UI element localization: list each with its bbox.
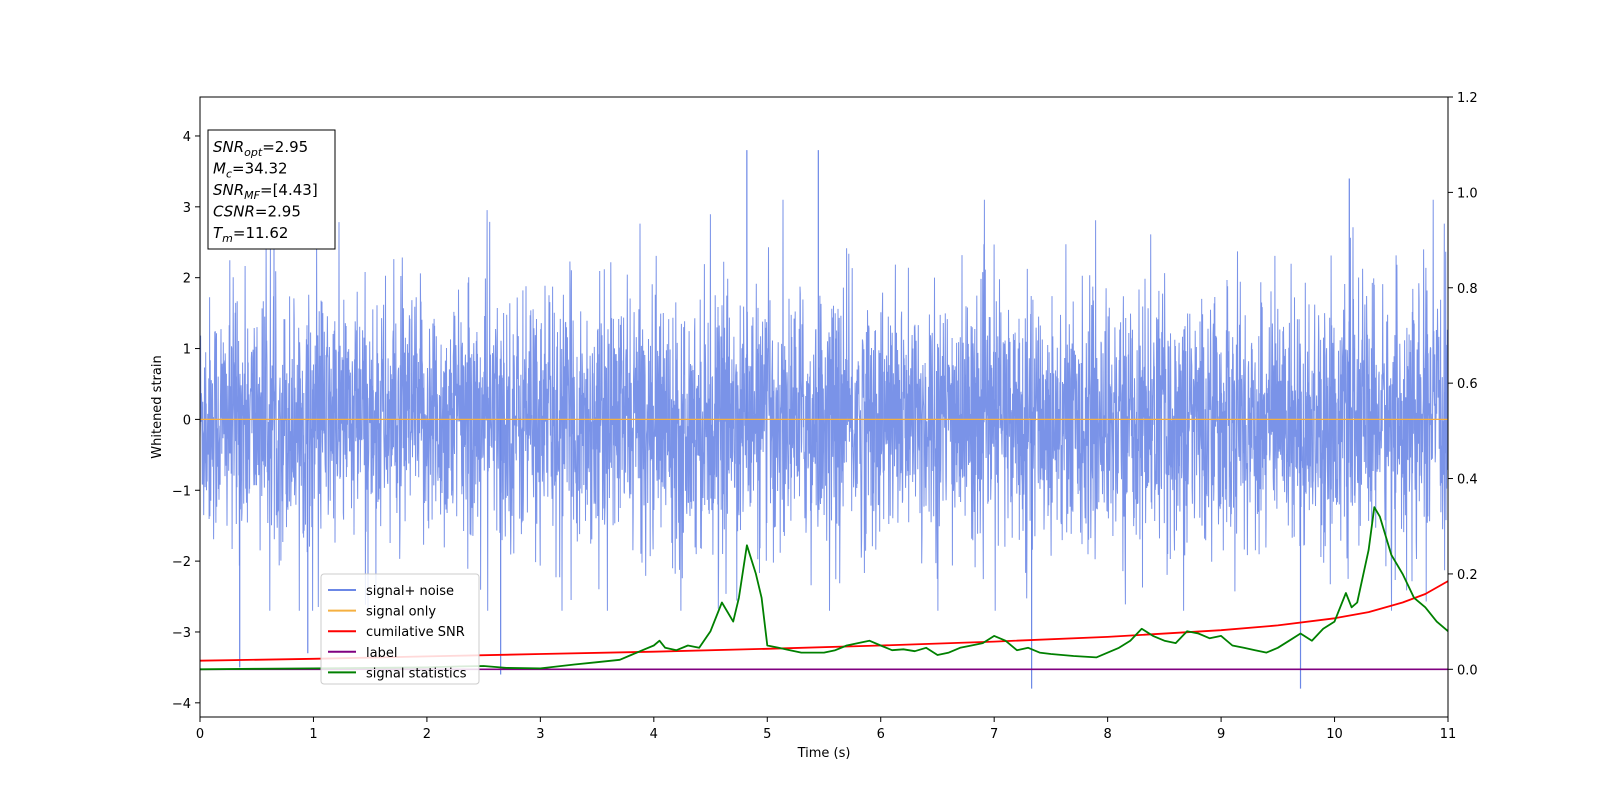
plot-frame: [199, 96, 1449, 718]
annotation-line: Tm=11.62: [213, 224, 288, 245]
x-axis: 0 1 2 3 4 5 6 7 8 9 10 11: [196, 717, 1456, 742]
annotation-frame: [207, 129, 336, 250]
y-tick-label-left: −2: [172, 555, 191, 570]
annotation-line: SNRMF=[4.43]: [213, 181, 318, 202]
x-tick-label: 5: [763, 727, 771, 742]
y-tick-label-left: −1: [172, 484, 191, 499]
y-tick-label-right: 1.2: [1457, 91, 1478, 106]
annotation-lines: SNRopt=2.95Mc=34.32SNRMF=[4.43]CSNR=2.95…: [213, 138, 318, 245]
legend-items: signal+ noise signal only cumilative SNR la…: [328, 584, 467, 681]
x-tick-label: 6: [877, 727, 885, 742]
y-tick-label-left: 3: [183, 201, 191, 216]
y-tick-label-right: 0.2: [1457, 568, 1478, 583]
x-tick-label: 7: [990, 727, 998, 742]
y-tick-label-right: 0.6: [1457, 377, 1478, 392]
annotation-box: SNRopt=2.95Mc=34.32SNRMF=[4.43]CSNR=2.95…: [207, 129, 336, 250]
annotation-line: Mc=34.32: [213, 160, 288, 181]
y-axis-left: −4 −3 −2 −1 0 1 2 3 4: [172, 130, 200, 712]
y-tick-label-left: −4: [172, 697, 191, 712]
series-cumulative-snr: [199, 580, 1449, 662]
y-tick-label-right: 1.0: [1457, 186, 1478, 201]
legend-label: signal only: [366, 605, 436, 620]
legend-label: label: [366, 646, 397, 661]
series-signal-statistics: [199, 506, 1449, 671]
annotation-line: SNRopt=2.95: [213, 138, 308, 159]
legend-label: signal+ noise: [366, 584, 454, 599]
series-signal-noise: [199, 199, 1449, 611]
x-tick-label: 11: [1440, 727, 1457, 742]
x-tick-label: 0: [196, 727, 204, 742]
x-tick-label: 4: [650, 727, 658, 742]
x-tick-label: 9: [1217, 727, 1225, 742]
y-axis-label: Whitened strain: [150, 355, 165, 458]
x-tick-label: 2: [423, 727, 431, 742]
y-tick-label-left: 0: [183, 413, 191, 428]
y-tick-label-left: 4: [183, 130, 191, 145]
x-tick-label: 8: [1103, 727, 1111, 742]
annotation-line: CSNR=2.95: [213, 203, 301, 221]
legend-label: signal statistics: [366, 666, 467, 681]
y-tick-label-right: 0.0: [1457, 663, 1478, 678]
y-tick-label-left: −3: [172, 626, 191, 641]
x-axis-label: Time (s): [797, 746, 851, 761]
legend-frame: [320, 573, 480, 685]
y-axis-right: 0.0 0.2 0.4 0.6 0.8 1.0 1.2: [1448, 91, 1478, 678]
x-tick-label: 1: [309, 727, 317, 742]
x-tick-label: 3: [536, 727, 544, 742]
y-tick-label-left: 1: [183, 343, 191, 358]
legend-label: cumilative SNR: [366, 625, 465, 640]
y-tick-label-left: 2: [183, 272, 191, 287]
y-tick-label-right: 0.4: [1457, 473, 1478, 488]
legend: signal+ noise signal only cumilative SNR la…: [320, 573, 480, 685]
x-tick-label: 10: [1326, 727, 1343, 742]
y-tick-label-right: 0.8: [1457, 282, 1478, 297]
